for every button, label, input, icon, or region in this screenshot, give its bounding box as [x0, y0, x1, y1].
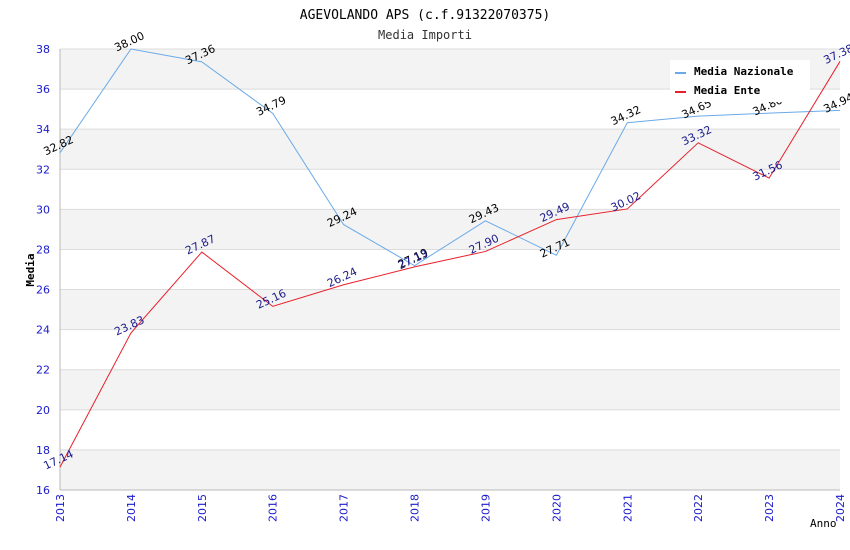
data-label: 34.79 — [254, 94, 288, 119]
y-tick-label: 28 — [36, 243, 50, 256]
legend: Media Nazionale Media Ente — [670, 60, 810, 102]
y-tick-label: 36 — [36, 83, 50, 96]
y-tick-label: 32 — [36, 163, 50, 176]
axes — [59, 49, 840, 491]
x-tick-label: 2013 — [54, 494, 67, 522]
legend-label-ente: Media Ente — [694, 84, 761, 97]
x-tick-label: 2023 — [763, 494, 776, 522]
y-axis-label: Media — [24, 253, 37, 286]
x-tick-label: 2016 — [267, 494, 280, 522]
y-tick-label: 16 — [36, 484, 50, 497]
x-tick-label: 2024 — [834, 494, 847, 522]
x-tick-label: 2015 — [196, 494, 209, 522]
data-label: 34.32 — [609, 103, 643, 128]
y-tick-label: 22 — [36, 364, 50, 377]
x-tick-label: 2019 — [479, 494, 492, 522]
x-tick-labels: 2013 2014 2015 2016 2017 2018 2019 2020 2021 2022… — [54, 494, 847, 522]
y-tick-label: 26 — [36, 284, 50, 297]
legend-box — [670, 60, 810, 102]
data-label: 26.24 — [325, 265, 359, 290]
y-tick-label: 38 — [36, 43, 50, 56]
chart-subtitle: Media Importi — [378, 28, 472, 42]
legend-label-nazionale: Media Nazionale — [694, 65, 794, 78]
x-tick-label: 2021 — [621, 494, 634, 522]
band — [60, 369, 840, 410]
x-tick-label: 2020 — [550, 494, 563, 522]
series-lines — [59, 48, 841, 468]
y-tick-label: 24 — [36, 324, 50, 337]
band — [60, 449, 840, 490]
y-tick-label: 18 — [36, 444, 50, 457]
series-line-media-nazionale — [59, 48, 841, 267]
x-axis-label: Anno — [810, 517, 837, 530]
x-tick-label: 2018 — [409, 494, 422, 522]
x-tick-label: 2022 — [692, 494, 705, 522]
chart-title: AGEVOLANDO APS (c.f.91322070375) — [300, 8, 550, 23]
band — [60, 129, 840, 170]
y-tick-labels: 16 18 20 22 24 26 28 30 32 34 36 38 — [36, 43, 50, 497]
series-line-media-ente — [59, 61, 841, 468]
y-tick-label: 20 — [36, 404, 50, 417]
y-tick-label: 34 — [36, 123, 50, 136]
x-tick-label: 2014 — [125, 494, 138, 522]
band — [60, 289, 840, 330]
x-tick-label: 2017 — [338, 494, 351, 522]
y-tick-label: 30 — [36, 203, 50, 216]
data-label: 34.94 — [821, 91, 850, 116]
